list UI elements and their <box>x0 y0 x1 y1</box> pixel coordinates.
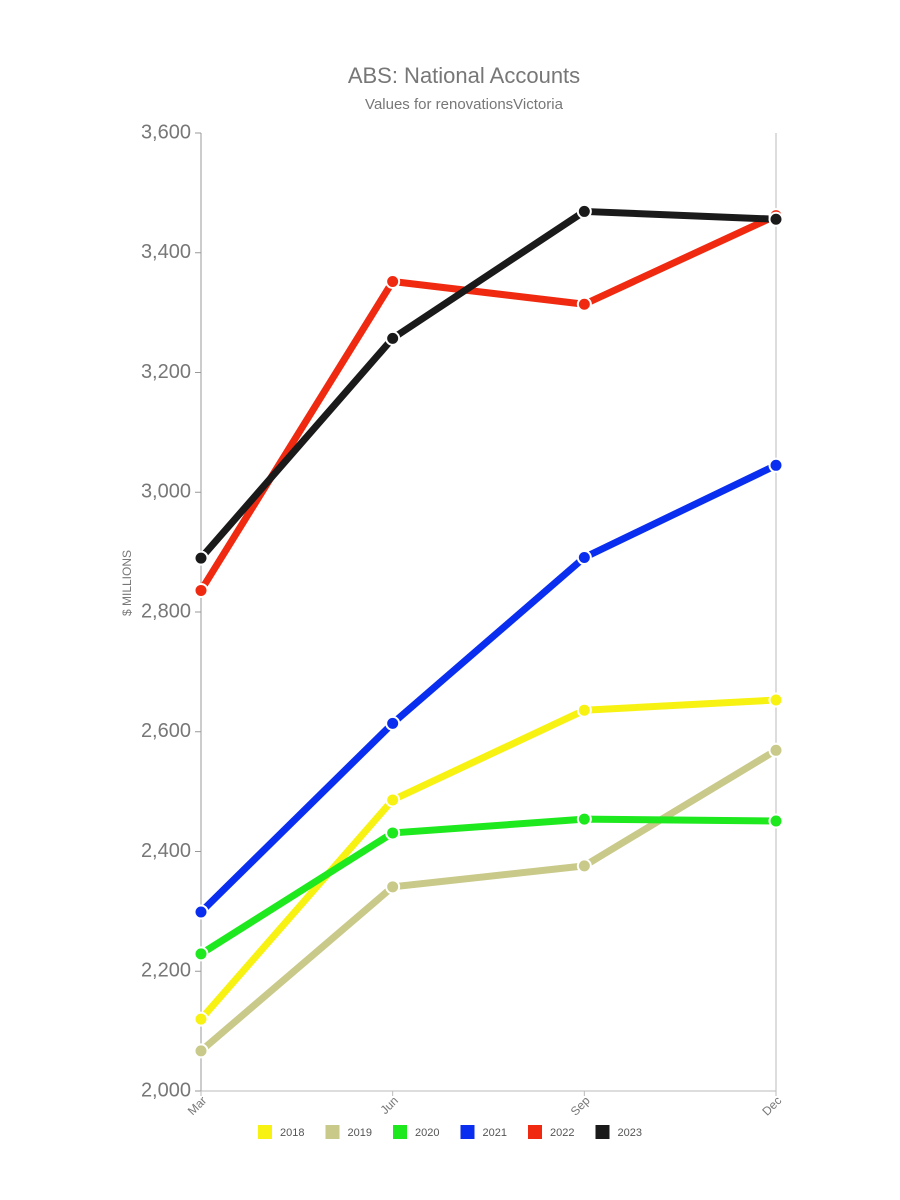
legend-swatch <box>595 1125 610 1139</box>
legend-swatch <box>528 1125 542 1139</box>
data-point <box>193 550 209 566</box>
series-line <box>198 696 777 1022</box>
legend-swatch <box>393 1125 407 1139</box>
legend-label: 2021 <box>483 1127 507 1139</box>
legend-label: 2019 <box>348 1127 372 1139</box>
data-point <box>768 692 784 708</box>
data-point <box>385 715 401 731</box>
y-tick-label: 2,000 <box>141 1079 191 1101</box>
data-point <box>385 792 401 808</box>
legend-label: 2020 <box>415 1127 439 1139</box>
series-line <box>199 815 777 957</box>
chart-subtitle: Values for renovationsVictoria <box>365 96 564 113</box>
legend-swatch <box>325 1125 340 1139</box>
legend-swatch <box>258 1125 272 1139</box>
data-point <box>768 211 784 227</box>
series-line <box>198 462 778 915</box>
data-point <box>576 811 592 827</box>
data-point <box>768 742 784 758</box>
legend-label: 2023 <box>618 1127 642 1139</box>
data-point <box>576 858 592 874</box>
x-tick-label: Sep <box>568 1093 593 1118</box>
series-line <box>198 207 777 561</box>
data-point <box>193 1011 209 1027</box>
data-point <box>576 550 592 566</box>
chart-title: ABS: National Accounts <box>348 63 580 88</box>
data-point <box>385 273 401 289</box>
data-point <box>576 203 592 219</box>
x-tick-label: Jun <box>377 1093 401 1117</box>
data-point <box>768 813 784 829</box>
series-line <box>198 747 778 1054</box>
data-point <box>193 582 209 598</box>
data-point <box>576 702 592 718</box>
y-tick-label: 3,000 <box>141 481 191 503</box>
y-tick-label: 3,400 <box>141 241 191 263</box>
y-tick-label: 2,800 <box>141 600 191 622</box>
series-line <box>198 212 778 593</box>
y-tick-label: 2,400 <box>141 840 191 862</box>
legend-label: 2022 <box>550 1127 574 1139</box>
legend-label: 2018 <box>280 1127 304 1139</box>
y-tick-label: 3,200 <box>141 361 191 383</box>
y-tick-label: 2,600 <box>141 720 191 742</box>
y-tick-label: 2,200 <box>141 960 191 982</box>
data-point <box>576 296 592 312</box>
y-tick-label: 3,600 <box>141 121 191 143</box>
y-axis-label: $ MILLIONS <box>120 550 134 616</box>
data-point <box>193 946 209 962</box>
data-point <box>193 1043 209 1059</box>
x-tick-label: Dec <box>759 1093 784 1118</box>
data-point <box>385 825 401 841</box>
data-point <box>385 330 401 346</box>
legend-swatch <box>460 1125 475 1139</box>
data-point <box>193 904 209 920</box>
data-point <box>385 879 401 895</box>
data-point <box>768 457 784 473</box>
